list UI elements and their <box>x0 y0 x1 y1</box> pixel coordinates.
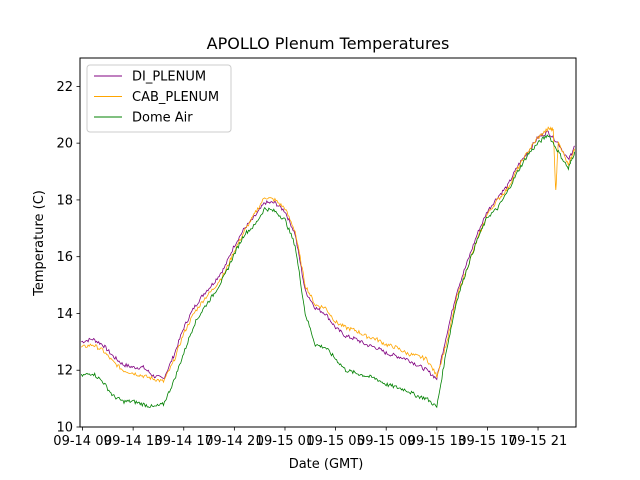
y-axis: 10 12 14 16 18 20 22 <box>56 80 80 436</box>
x-tick-label: 09-15 17 <box>458 434 516 449</box>
series-line-di-plenum <box>81 130 575 381</box>
legend-label: CAB_PLENUM <box>132 90 219 105</box>
legend-label: Dome Air <box>132 111 193 126</box>
x-tick-label: 09-15 09 <box>357 434 415 449</box>
legend-box <box>86 64 232 133</box>
legend: DI_PLENUM CAB_PLENUM Dome Air <box>86 64 232 133</box>
y-tick-label: 18 <box>56 193 73 208</box>
x-tick-label: 09-14 13 <box>104 434 162 449</box>
x-tick-label: 09-15 01 <box>256 434 314 449</box>
y-tick-label: 22 <box>56 80 73 95</box>
plot-frame <box>79 57 577 428</box>
x-tick-label: 09-15 05 <box>306 434 364 449</box>
x-tick-label: 09-14 21 <box>205 434 263 449</box>
y-axis-label: Temperature (C) <box>32 190 47 297</box>
y-tick-label: 20 <box>56 137 73 152</box>
y-tick-label: 14 <box>56 307 73 322</box>
series-layer <box>80 126 576 409</box>
x-tick-label: 09-15 13 <box>408 434 466 449</box>
series-line-dome-air <box>80 134 576 409</box>
x-axis-label: Date (GMT) <box>289 457 364 472</box>
chart-title: APOLLO Plenum Temperatures <box>207 34 450 53</box>
series-line-cab-plenum <box>81 126 576 384</box>
x-tick-label: 09-14 09 <box>53 434 111 449</box>
x-tick-label: 09-14 17 <box>155 434 213 449</box>
y-tick-label: 16 <box>56 250 73 265</box>
legend-label: DI_PLENUM <box>132 70 206 85</box>
x-tick-label: 09-15 21 <box>509 434 567 449</box>
y-tick-label: 12 <box>56 364 73 379</box>
y-tick-label: 10 <box>56 421 73 436</box>
